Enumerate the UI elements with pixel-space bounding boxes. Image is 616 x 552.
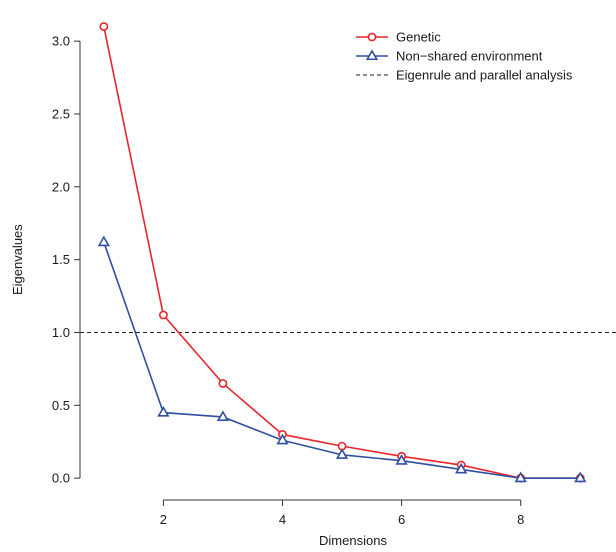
legend-item-genetic: Genetic (356, 30, 441, 45)
data-point-genetic (218, 379, 228, 388)
x-tick-label: 4 (279, 512, 286, 527)
y-tick-label: 2.0 (52, 179, 70, 194)
data-point-genetic (99, 22, 109, 31)
legend-label-non-shared: Non−shared environment (396, 49, 543, 64)
legend-marker-non-shared (365, 49, 379, 61)
y-tick-label: 1.0 (52, 325, 70, 340)
x-tick-label: 2 (160, 512, 167, 527)
y-ticks: 0.0 0.5 1.0 1.5 2.0 2.5 3.0 (52, 34, 80, 486)
series (97, 22, 587, 483)
legend: Genetic Non−shared environment Eigenrule… (356, 30, 573, 83)
data-point-non-shared-environment (335, 448, 349, 459)
data-point-non-shared-environment (455, 462, 468, 474)
legend-marker-genetic (367, 32, 377, 42)
y-tick-label: 2.5 (52, 106, 70, 121)
data-point-non-shared-environment (216, 410, 230, 422)
y-tick-label: 0.0 (52, 471, 70, 486)
data-point-non-shared-environment (514, 471, 527, 483)
x-tick-label: 8 (517, 512, 524, 527)
data-point-non-shared-environment (276, 433, 289, 445)
y-tick-label: 0.5 (52, 398, 70, 413)
data-point-non-shared-environment (97, 235, 110, 247)
data-point-non-shared-environment (395, 454, 408, 465)
legend-label-eigenrule: Eigenrule and parallel analysis (396, 68, 573, 83)
data-point-genetic (158, 310, 168, 320)
x-axis-title: Dimensions (319, 533, 387, 548)
series-non-shared-environment (97, 235, 587, 483)
legend-item-non-shared-environment: Non−shared environment (356, 49, 543, 64)
y-tick-label: 3.0 (52, 34, 70, 49)
legend-item-eigenrule: Eigenrule and parallel analysis (356, 68, 573, 83)
data-point-non-shared-environment (574, 471, 587, 483)
x-tick-label: 6 (398, 512, 405, 527)
x-ticks: 2 4 6 8 (160, 500, 524, 527)
legend-label-genetic: Genetic (396, 30, 441, 45)
y-axis-title: Eigenvalues (10, 224, 25, 295)
y-tick-label: 1.5 (52, 252, 70, 267)
axes (79, 41, 521, 501)
series-line-genetic (103, 26, 581, 479)
data-point-non-shared-environment (157, 405, 170, 417)
